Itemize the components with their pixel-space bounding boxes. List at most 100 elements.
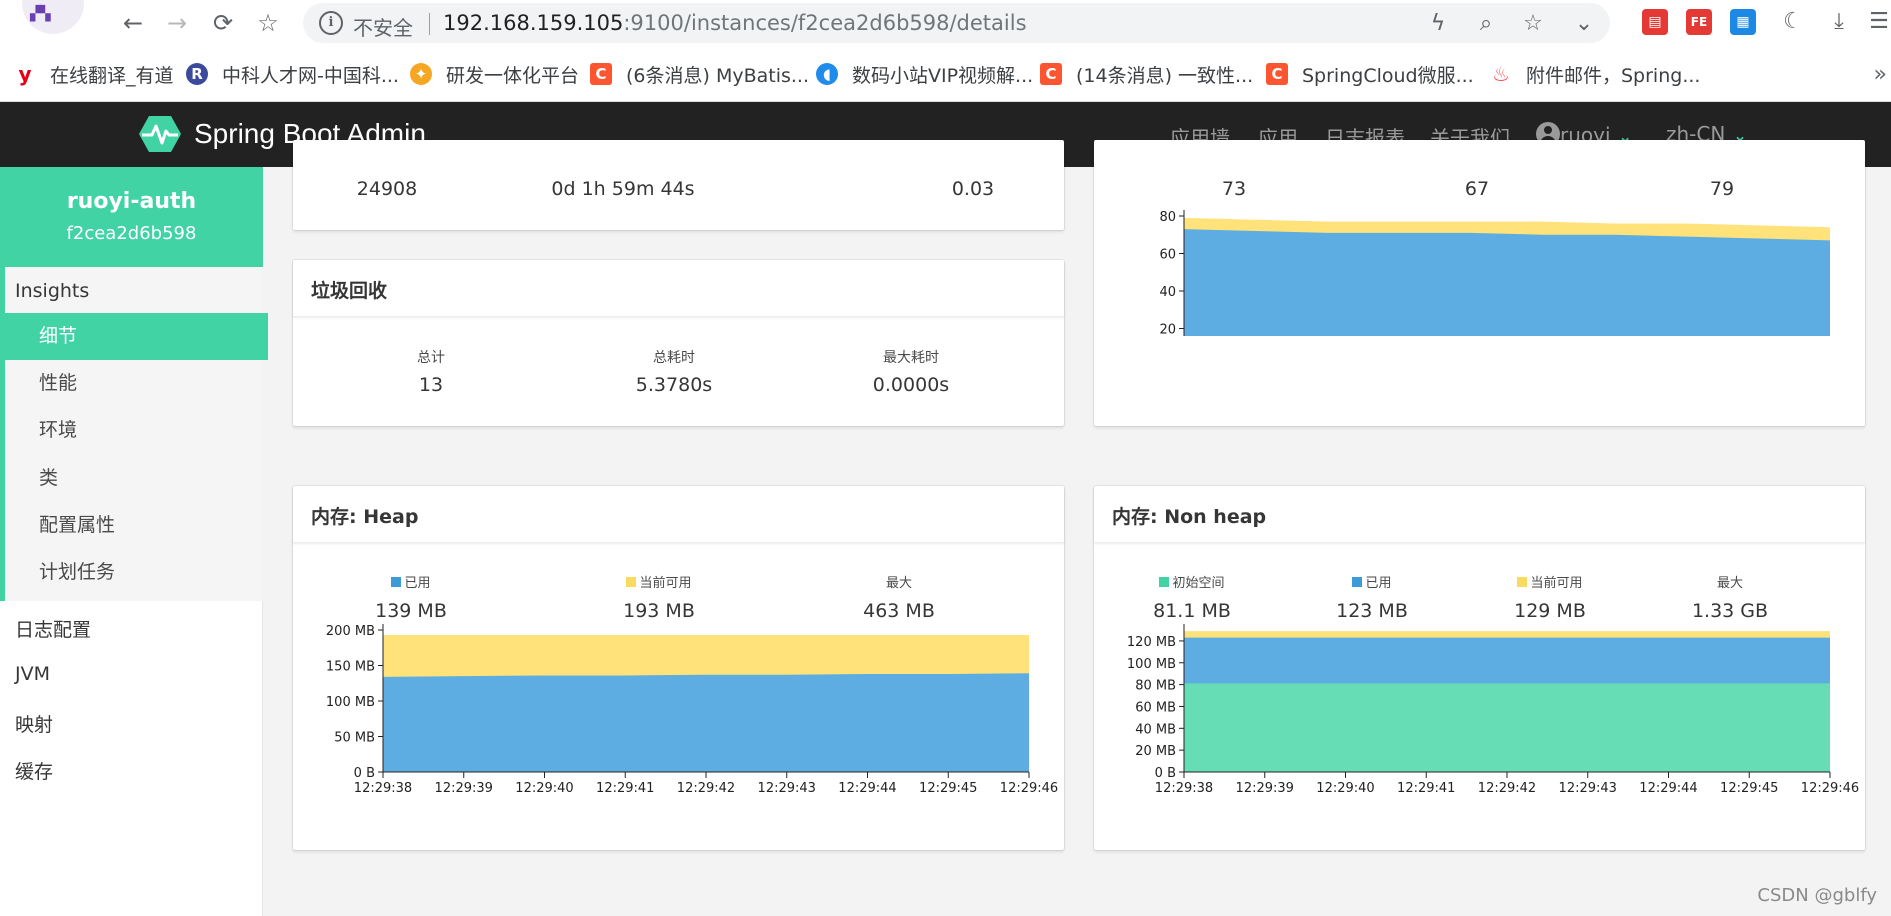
area-series-0: [1184, 683, 1830, 772]
threads-chart: 02040608012:29:3712:29:3812:29:3912:29:4…: [1159, 210, 1830, 336]
sidebar-item-beans[interactable]: 类: [39, 467, 59, 489]
tab-favicon[interactable]: ▞▚: [22, 0, 84, 34]
y-tick-label: 200 MB: [326, 624, 375, 639]
nonheap-committed-legend: 当前可用: [1480, 572, 1620, 591]
x-tick-label: 12:29:41: [596, 781, 654, 796]
zhongke-icon: R: [186, 63, 208, 85]
gc-max-time-label: 最大耗时: [883, 350, 939, 366]
instance-header: ruoyi-auth f2cea2d6b598: [0, 167, 263, 267]
download-icon[interactable]: ⤓: [1834, 9, 1844, 34]
y-tick-label: 60 MB: [1135, 700, 1176, 715]
sidebar-item-metrics[interactable]: 性能: [39, 372, 78, 394]
sidebar-item-loggers[interactable]: 日志配置: [15, 619, 92, 641]
back-icon[interactable]: ←: [122, 9, 144, 37]
bookmark-mail[interactable]: ♨ 附件邮件，Spring...: [1490, 60, 1700, 88]
nonheap-card-header: 内存: Non heap: [1094, 486, 1865, 543]
moon-icon[interactable]: ☾: [1783, 9, 1803, 34]
x-tick-label: 12:29:46: [1000, 781, 1058, 796]
sidebar-item-details[interactable]: 细节: [0, 313, 268, 360]
extension-fe-icon[interactable]: FE: [1686, 9, 1712, 35]
nonheap-max-value: 1.33 GB: [1691, 600, 1769, 622]
bookmark-label: 数码小站VIP视频解...: [852, 64, 1034, 87]
bookmark-mybatis[interactable]: C (6条消息) MyBatis...: [590, 60, 809, 88]
nonheap-chart: 0 B 20 MB 40 MB 60 MB 80 MB 100 MB 120 MB 12:29…: [1127, 624, 1859, 796]
url-text[interactable]: 192.168.159.105:9100/instances/f2cea2d6b…: [443, 11, 1027, 35]
nonheap-init-legend: 初始空间: [1122, 572, 1262, 591]
star-icon[interactable]: ☆: [1523, 11, 1543, 36]
nonheap-used-legend: 已用: [1302, 572, 1442, 591]
bookmark-video[interactable]: ◖ 数码小站VIP视频解...: [816, 60, 1033, 88]
x-tick-label: 12:29:39: [1236, 781, 1294, 796]
gc-count-label: 总计: [417, 350, 445, 366]
heap-card-header: 内存: Heap: [293, 486, 1064, 543]
insights-title[interactable]: Insights: [15, 280, 90, 302]
sidebar-item-mappings[interactable]: 映射: [15, 714, 54, 736]
y-tick-label: 40 MB: [1135, 722, 1176, 737]
insights-group: Insights 细节 性能 环境 类 配置属性 计划任务: [0, 267, 268, 601]
x-tick-label: 12:29:44: [838, 781, 896, 796]
info-icon[interactable]: i: [319, 11, 343, 35]
heap-card: 内存: Heap 已用 139 MB 当前可用 193 MB 最大 463 MB…: [293, 486, 1064, 850]
gc-total-time-value: 5.3780s: [635, 374, 713, 396]
x-tick-label: 12:29:38: [1155, 781, 1213, 796]
bookmark-label: 附件邮件，Spring...: [1526, 64, 1701, 87]
x-tick-label: 12:29:41: [1397, 781, 1455, 796]
csdn-icon: C: [1040, 63, 1062, 85]
sidebar-item-jvm[interactable]: JVM: [15, 663, 50, 685]
x-tick-label: 12:29:45: [1720, 781, 1778, 796]
extension-red-icon[interactable]: ▤: [1642, 9, 1668, 35]
chevron-down-icon[interactable]: ⌄: [1574, 11, 1594, 36]
lightning-icon[interactable]: ϟ: [1430, 11, 1446, 36]
nonheap-init-value: 81.1 MB: [1153, 600, 1231, 622]
y-tick-label: 0 B: [1155, 766, 1176, 781]
y-tick-label: 100 MB: [326, 695, 375, 710]
bookmark-devplatform[interactable]: ✦ 研发一体化平台: [410, 60, 579, 88]
watermark: CSDN @gblfy: [1757, 885, 1877, 906]
bookmark-youdao[interactable]: y 在线翻译_有道: [14, 60, 174, 88]
nonheap-committed-label: 当前可用: [1530, 576, 1583, 591]
zoom-icon[interactable]: ⌕: [1479, 11, 1493, 36]
sidebar-item-scheduledtasks[interactable]: 计划任务: [39, 561, 116, 583]
flame-icon: ♨: [1490, 62, 1512, 86]
favicon-glyph: ▞▚: [30, 6, 51, 22]
forward-icon[interactable]: →: [166, 9, 188, 37]
video-icon: ◖: [816, 63, 838, 85]
gc-count-value: 13: [418, 374, 444, 396]
bookmark-consistency[interactable]: C (14条消息) 一致性...: [1040, 60, 1253, 88]
threads-card: 73 67 79 02040608012:29:3712:29:3812:29:…: [1094, 140, 1865, 426]
threads-peak-value: 79: [1709, 178, 1735, 200]
x-tick-label: 12:29:43: [758, 781, 816, 796]
bookmark-springcloud[interactable]: C SpringCloud微服...: [1266, 60, 1474, 88]
bookmark-label: 中科人才网-中国科...: [222, 64, 399, 87]
process-cpu: 0.03: [951, 178, 995, 200]
bookmarks-bar: y 在线翻译_有道 R 中科人才网-中国科... ✦ 研发一体化平台 C (6条消息) …: [0, 46, 1891, 102]
bookmark-label: 研发一体化平台: [446, 64, 580, 87]
instance-id: f2cea2d6b598: [66, 223, 197, 244]
bookmark-zhongke[interactable]: R 中科人才网-中国科...: [186, 60, 399, 88]
x-tick-label: 12:29:43: [1559, 781, 1617, 796]
nonheap-card: 内存: Non heap 初始空间 81.1 MB 已用 123 MB 当前可用…: [1094, 486, 1865, 850]
bookmark-star-icon[interactable]: ☆: [257, 9, 279, 37]
address-bar[interactable]: i 不安全 192.168.159.105:9100/instances/f2c…: [303, 3, 1610, 43]
reload-icon[interactable]: ⟳: [212, 9, 234, 37]
nonheap-title: 内存: Non heap: [1112, 506, 1267, 528]
y-tick-label: 20 MB: [1135, 744, 1176, 759]
process-pid: 24908: [356, 178, 418, 200]
y-tick-label: 60: [1159, 248, 1176, 263]
legend-swatch: [626, 577, 637, 587]
menu-icon[interactable]: ☰: [1869, 9, 1889, 34]
browser-toolbar: ▞▚ ← → ⟳ ☆ i 不安全 192.168.159.105:9100/in…: [0, 0, 1891, 46]
more-bookmarks-icon[interactable]: »: [1873, 62, 1887, 87]
bookmark-label: (6条消息) MyBatis...: [626, 64, 810, 87]
extensions-grid-icon[interactable]: ▦: [1730, 9, 1756, 35]
sidebar-item-caches[interactable]: 缓存: [15, 761, 54, 783]
gc-total-time-label: 总耗时: [653, 350, 695, 366]
y-tick-label: 0 B: [354, 766, 375, 781]
gc-max-time-value: 0.0000s: [872, 374, 950, 396]
bookmark-label: SpringCloud微服...: [1302, 64, 1474, 87]
sidebar-item-environment[interactable]: 环境: [39, 419, 78, 441]
y-tick-label: 50 MB: [334, 731, 375, 746]
heap-chart: 0 B 50 MB 100 MB 150 MB 200 MB 12:29:38 12:29:…: [326, 624, 1058, 796]
sidebar-item-configprops[interactable]: 配置属性: [39, 514, 116, 536]
